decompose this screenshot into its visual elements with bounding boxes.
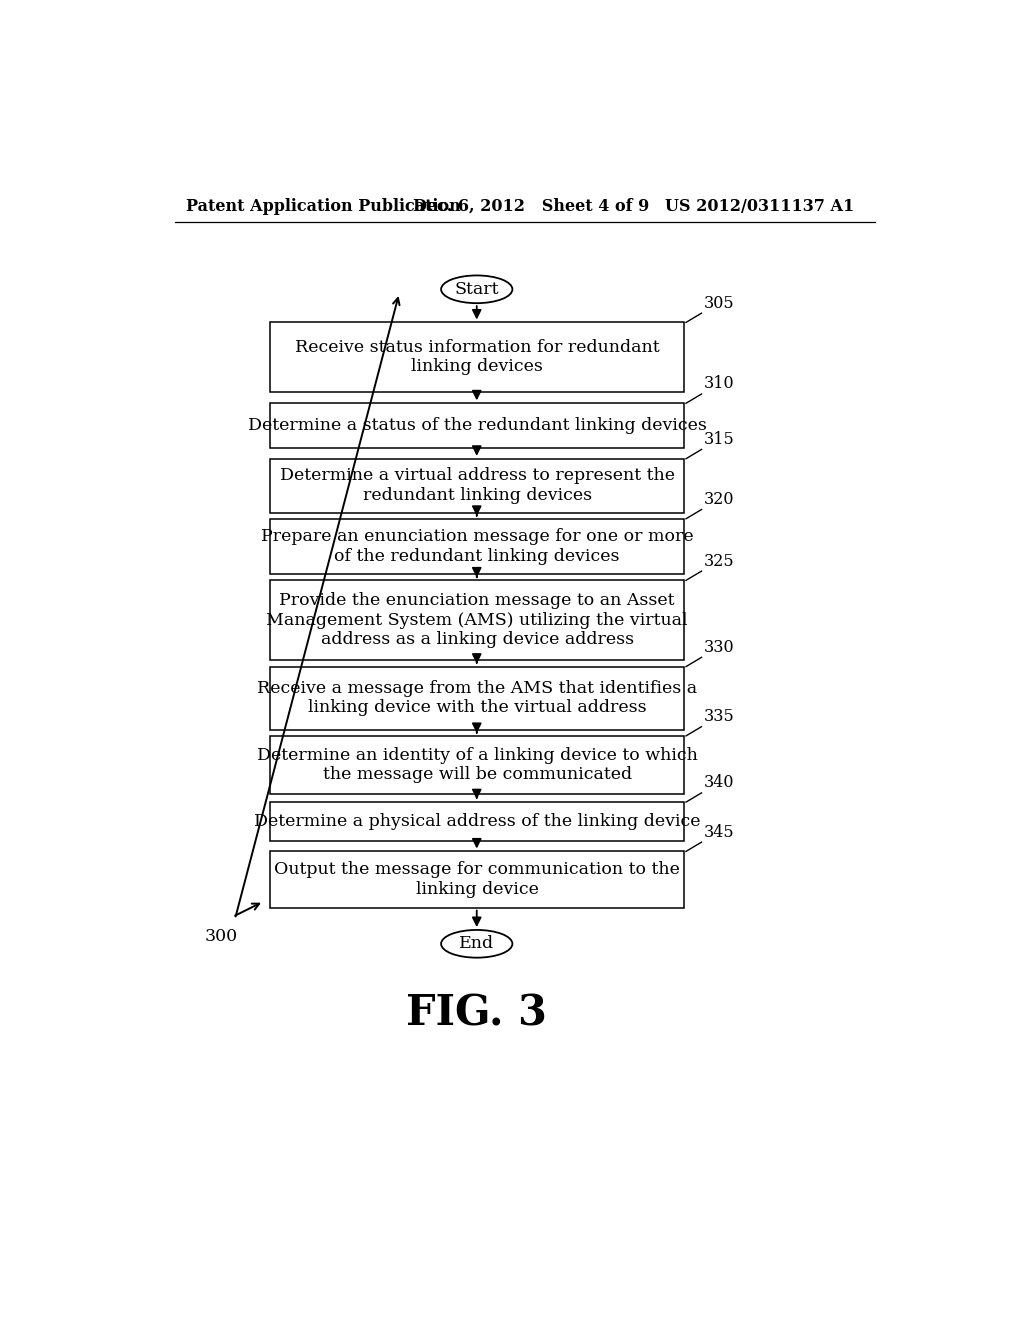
FancyBboxPatch shape — [270, 667, 684, 730]
Text: 310: 310 — [703, 375, 734, 392]
FancyBboxPatch shape — [270, 519, 684, 574]
Text: FIG. 3: FIG. 3 — [407, 993, 547, 1034]
Text: US 2012/0311137 A1: US 2012/0311137 A1 — [665, 198, 854, 215]
Text: 300: 300 — [205, 928, 238, 945]
Text: 325: 325 — [703, 553, 734, 570]
Text: Prepare an enunciation message for one or more
of the redundant linking devices: Prepare an enunciation message for one o… — [261, 528, 693, 565]
FancyBboxPatch shape — [270, 404, 684, 447]
FancyBboxPatch shape — [270, 803, 684, 841]
Text: Receive status information for redundant
linking devices: Receive status information for redundant… — [295, 339, 659, 375]
Text: 315: 315 — [703, 430, 734, 447]
Text: 320: 320 — [703, 491, 734, 508]
Text: 335: 335 — [703, 708, 734, 725]
Text: End: End — [459, 936, 495, 952]
Text: Provide the enunciation message to an Asset
Management System (AMS) utilizing th: Provide the enunciation message to an As… — [266, 591, 688, 648]
Text: 345: 345 — [703, 824, 734, 841]
Text: Patent Application Publication: Patent Application Publication — [186, 198, 461, 215]
FancyBboxPatch shape — [270, 737, 684, 795]
Text: 330: 330 — [703, 639, 734, 656]
Ellipse shape — [441, 929, 512, 958]
FancyBboxPatch shape — [270, 851, 684, 908]
Text: Start: Start — [455, 281, 499, 298]
Text: Determine a physical address of the linking device: Determine a physical address of the link… — [254, 813, 700, 830]
Text: Receive a message from the AMS that identifies a
linking device with the virtual: Receive a message from the AMS that iden… — [257, 680, 697, 717]
FancyBboxPatch shape — [270, 322, 684, 392]
Text: 305: 305 — [703, 294, 734, 312]
Ellipse shape — [441, 276, 512, 304]
FancyBboxPatch shape — [270, 581, 684, 660]
Text: Determine a virtual address to represent the
redundant linking devices: Determine a virtual address to represent… — [280, 467, 675, 504]
Text: Determine an identity of a linking device to which
the message will be communica: Determine an identity of a linking devic… — [257, 747, 697, 784]
Text: Dec. 6, 2012   Sheet 4 of 9: Dec. 6, 2012 Sheet 4 of 9 — [414, 198, 649, 215]
Text: Output the message for communication to the
linking device: Output the message for communication to … — [274, 861, 680, 898]
Text: 340: 340 — [703, 775, 734, 792]
Text: Determine a status of the redundant linking devices: Determine a status of the redundant link… — [248, 417, 707, 434]
FancyBboxPatch shape — [270, 459, 684, 512]
